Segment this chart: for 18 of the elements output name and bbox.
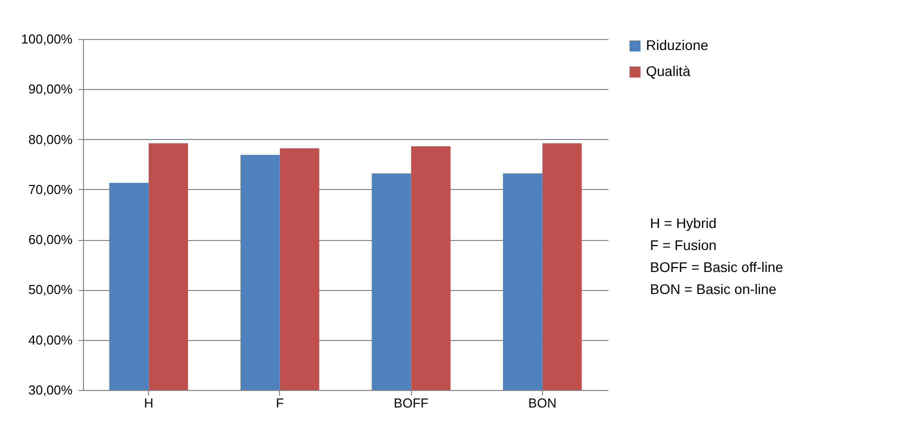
y-tick-label: 100,00% [21,32,73,46]
text: BOFF = Basic off-line [650,258,784,277]
y-tick-label: 40,00% [28,332,73,348]
legend-label: Qualità [646,63,691,79]
y-tick-label: 30,00% [28,382,73,398]
y-tick-label: 50,00% [28,282,73,298]
y-tick-label: 80,00% [28,132,73,147]
x-tick-label: BOFF [394,396,429,410]
x-tick-label: H [144,396,154,410]
x-tick-label: F [276,396,284,410]
y-tick-label: 60,00% [28,232,73,248]
legend-label: Riduzione [646,37,708,53]
y-tick-label: 90,00% [28,82,73,97]
text: H = Hybrid [650,214,718,233]
text: BON = Basic on-line [650,280,778,299]
x-tick-label: BON [528,396,556,410]
y-tick-label: 70,00% [28,182,73,197]
text: F = Fusion [650,236,718,255]
